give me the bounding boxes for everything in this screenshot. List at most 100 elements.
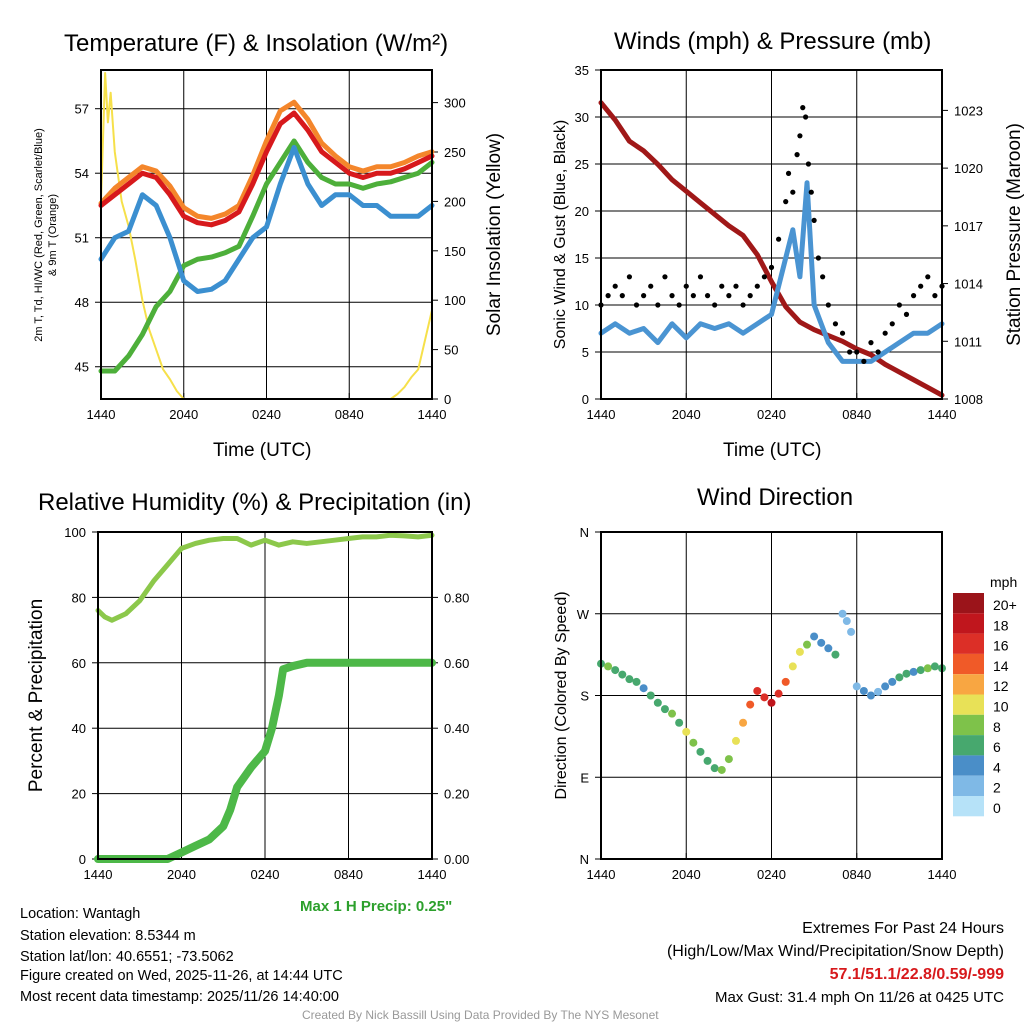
colorbar-swatch <box>953 633 984 654</box>
series-sonic-wind <box>598 180 945 364</box>
plot-frame <box>600 531 943 860</box>
gust-point <box>839 330 846 336</box>
colorbar-swatch <box>953 653 984 675</box>
y-tick-label: E <box>580 770 589 785</box>
gust-point <box>740 302 746 308</box>
direction-point <box>746 700 755 709</box>
colorbar-label: 2 <box>993 780 1001 796</box>
direction-point <box>753 686 762 695</box>
y-tick-label: 20 <box>72 787 86 802</box>
temp-xlabel: Time (UTC) <box>213 440 312 461</box>
gust-point <box>797 133 803 139</box>
colorbar-label: 20+ <box>993 597 1017 613</box>
x-tick-label: 1440 <box>587 407 616 422</box>
gust-point <box>626 274 633 280</box>
plot-frame <box>600 69 943 400</box>
gust-point <box>918 283 924 289</box>
series-hi-wc <box>98 144 435 294</box>
gust-point <box>754 283 760 289</box>
gust-point <box>619 293 625 299</box>
credit: Created By Nick Bassill Using Data Provi… <box>302 1008 659 1022</box>
x-tick-label: 0840 <box>334 867 363 882</box>
y2-tick-label: 1020 <box>954 161 983 176</box>
location: Location: Wantagh <box>20 906 141 922</box>
elevation: Station elevation: 8.5344 m <box>20 928 196 944</box>
colorbar-swatch <box>953 755 984 776</box>
y-tick-label: 10 <box>575 298 589 313</box>
direction-point <box>803 640 812 649</box>
temp-ylabel-2: & 9m T (Orange) <box>47 194 59 276</box>
y-tick-label: 60 <box>72 656 86 671</box>
y2-tick-label: 0 <box>444 392 451 407</box>
gust-point <box>794 152 800 158</box>
direction-point <box>618 670 627 679</box>
gust-point <box>655 302 661 308</box>
direction-point <box>881 682 890 691</box>
direction-point <box>739 718 748 727</box>
gust-point <box>808 189 814 195</box>
y2-tick-label: 1008 <box>954 392 983 407</box>
series-solar <box>100 71 433 400</box>
extremes-subtitle: (High/Low/Max Wind/Precipitation/Snow De… <box>666 943 1004 960</box>
direction-point <box>923 664 932 673</box>
direction-point <box>717 765 726 774</box>
direction-point <box>611 666 620 675</box>
x-tick-label: 2040 <box>169 407 198 422</box>
gust-point <box>690 293 696 299</box>
direction-point <box>682 727 691 736</box>
gust-point <box>704 293 711 299</box>
direction-point <box>847 627 856 636</box>
direction-point <box>696 747 705 756</box>
gust-point <box>612 283 618 289</box>
latlon: Station lat/lon: 40.6551; -73.5062 <box>20 949 234 965</box>
direction-point <box>625 675 634 684</box>
gust-point <box>648 283 654 289</box>
gust-point <box>875 349 881 355</box>
gust-point <box>776 236 782 242</box>
y-tick-label: 0 <box>79 852 86 867</box>
y-axis-label: Percent & Precipitation <box>26 599 47 792</box>
gust-point <box>697 274 704 280</box>
direction-point <box>653 698 662 707</box>
direction-point <box>831 650 840 659</box>
gust-point <box>832 321 839 327</box>
direction-point <box>675 718 684 727</box>
x-tick-label: 0240 <box>757 867 786 882</box>
gust-point <box>676 302 682 308</box>
y-tick-label: 20 <box>575 204 589 219</box>
gust-point <box>785 170 792 176</box>
gust-point <box>847 349 853 355</box>
temp-ylabel: 2m T, Td, HI/WC (Red, Green, Scarlet/Blu… <box>33 128 45 342</box>
direction-point <box>788 662 797 671</box>
rh-title: Relative Humidity (%) & Precipitation (i… <box>38 489 472 516</box>
gust-point <box>910 293 917 299</box>
gust-point <box>803 114 809 120</box>
x-tick-label: 1440 <box>418 407 447 422</box>
dir-title: Wind Direction <box>697 484 854 511</box>
gust-point <box>669 293 675 299</box>
colorbar-swatch <box>953 593 984 614</box>
max-precip: Max 1 H Precip: 0.25" <box>300 898 453 915</box>
direction-point <box>767 698 776 707</box>
gust-point <box>854 349 860 355</box>
y2-tick-label: 300 <box>444 96 466 111</box>
gust-point <box>800 105 806 111</box>
direction-point <box>632 677 641 686</box>
x-tick-label: 0240 <box>251 867 280 882</box>
y-tick-label: N <box>580 852 589 867</box>
colorbar-label: 14 <box>993 658 1009 674</box>
direction-point <box>795 647 804 656</box>
direction-point <box>866 691 875 700</box>
direction-point <box>660 705 669 714</box>
gust-point <box>761 274 767 280</box>
direction-point <box>639 684 648 693</box>
direction-point <box>731 736 740 745</box>
gust-point <box>925 274 931 280</box>
temp-title: Temperature (F) & Insolation (W/m²) <box>64 30 449 57</box>
gust-point <box>805 161 812 167</box>
colorbar-label: 8 <box>993 719 1001 735</box>
y-tick-label: 30 <box>575 110 589 125</box>
direction-point <box>668 709 677 718</box>
direction-point <box>817 638 826 647</box>
y2-tick-label: 0.40 <box>444 721 469 736</box>
